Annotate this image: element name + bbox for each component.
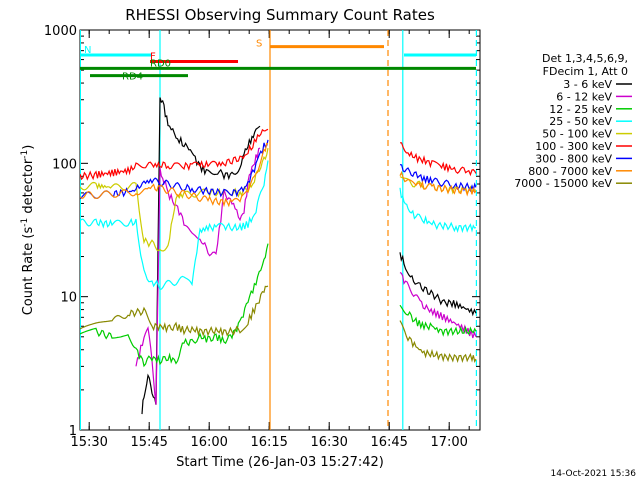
y-axis-label: Count Rate (s-1 detector-1) (20, 145, 36, 316)
chart-title: RHESSI Observing Summary Count Rates (125, 6, 435, 24)
series-line (80, 142, 269, 208)
flag-bars (80, 45, 476, 78)
legend-entry: 12 - 25 keV (549, 103, 612, 116)
legend-header: FDecim 1, Att 0 (543, 65, 628, 78)
series-line (399, 272, 477, 339)
y-tick-label: 100 (52, 157, 77, 172)
flag-label: S (256, 39, 262, 50)
x-tick-label: 16:45 (370, 435, 407, 450)
legend-entry: 50 - 100 keV (542, 128, 612, 141)
series-line (80, 243, 269, 368)
series-line (399, 187, 477, 234)
series-line (399, 252, 477, 317)
flag-label: F (150, 52, 156, 63)
series-line (80, 128, 269, 181)
x-tick-label: 15:45 (130, 435, 167, 450)
legend-entry: 7000 - 15000 keV (514, 177, 612, 190)
footer-date: 14-Oct-2021 15:36 (551, 469, 637, 479)
series-line (399, 320, 477, 364)
legend-entry: 100 - 300 keV (535, 140, 612, 153)
x-tick-label: 17:00 (430, 435, 467, 450)
flag-labels: N F S RD0 RD4 (84, 39, 262, 83)
legend-entry: 6 - 12 keV (556, 90, 612, 103)
legend-entry: 800 - 7000 keV (528, 165, 612, 178)
flag-label: N (84, 45, 91, 56)
series-line (80, 147, 269, 252)
series-line (80, 160, 269, 291)
series-line (399, 164, 477, 193)
x-tick-label: 16:15 (250, 435, 287, 450)
y-tick-label: 1000 (44, 24, 77, 39)
flag-label: RD4 (122, 72, 143, 83)
legend-header: Det 1,3,4,5,6,9, (542, 52, 628, 65)
legend-entry: 25 - 50 keV (549, 115, 612, 128)
series-line (135, 147, 261, 405)
legend-entry: 3 - 6 keV (563, 78, 612, 91)
legend-entry: 300 - 800 keV (535, 152, 612, 165)
y-tick-label: 10 (60, 291, 77, 306)
x-tick-label: 16:00 (190, 435, 227, 450)
x-tick-label: 16:30 (310, 435, 347, 450)
series-lines (80, 97, 477, 415)
flag-label: RD0 (150, 58, 171, 69)
vertical-markers (80, 30, 477, 430)
series-line (80, 285, 269, 337)
legend: Det 1,3,4,5,6,9,FDecim 1, Att 03 - 6 keV… (514, 52, 632, 190)
y-tick-label: 1 (69, 424, 77, 439)
x-axis-label: Start Time (26-Jan-03 15:27:42) (176, 455, 384, 470)
series-line (399, 170, 477, 197)
plot-frame (79, 29, 481, 431)
x-axis: 15:30 15:45 16:00 16:15 16:30 16:45 17:00 (70, 30, 470, 450)
series-line (399, 304, 477, 337)
series-line (400, 142, 477, 177)
y-axis: 1 10 100 1000 (44, 24, 480, 439)
x-tick-label: 15:30 (70, 435, 107, 450)
